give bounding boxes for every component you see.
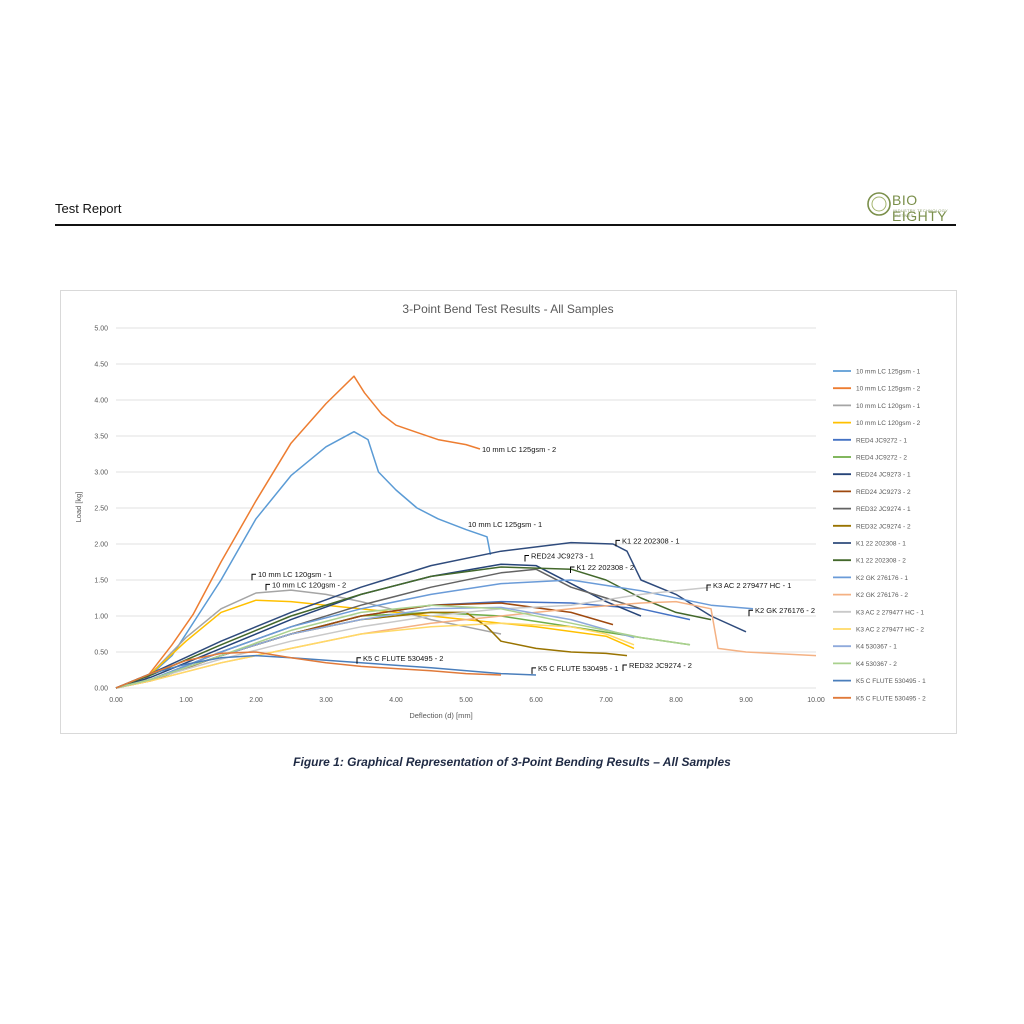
legend-entry: 10 mm LC 120gsm - 2 <box>856 420 921 427</box>
series-lines <box>115 375 817 689</box>
annotation-leader <box>265 583 270 591</box>
legend-entry: K4 530367 - 1 <box>856 644 897 651</box>
bend-test-chart: 3-Point Bend Test Results - All Samples … <box>74 302 926 720</box>
legend: 10 mm LC 125gsm - 1 10 mm LC 125gsm - 2 10… <box>833 369 926 702</box>
grid-lines <box>116 327 816 689</box>
legend-entry: RED32 JC9274 - 1 <box>856 506 911 513</box>
series-line <box>115 599 635 689</box>
x-tick-label: 6.00 <box>529 697 543 704</box>
series-line <box>115 579 754 689</box>
legend-entry: K3 AC 2 279477 HC - 1 <box>856 609 924 616</box>
annotation-label: 10 mm LC 125gsm - 1 <box>468 520 542 529</box>
logo-ring-icon <box>867 192 891 216</box>
y-tick-label: 0.50 <box>94 650 108 657</box>
x-axis-label: Deflection (d) [mm] <box>409 711 472 720</box>
series-line <box>115 604 691 689</box>
y-tick-label: 4.00 <box>94 398 108 405</box>
x-tick-label: 9.00 <box>739 697 753 704</box>
report-header: Test Report <box>55 196 956 226</box>
annotation-label: K1 22 202308 - 1 <box>622 536 680 545</box>
chart-title: 3-Point Bend Test Results - All Samples <box>402 302 613 316</box>
legend-entry: K5 C FLUTE 530495 - 1 <box>856 678 926 685</box>
annotations: 10 mm LC 125gsm - 2 10 mm LC 125gsm - 1 10… <box>251 445 815 674</box>
series-line <box>115 566 712 689</box>
annotation-label: K3 AC 2 279477 HC - 1 <box>713 581 791 590</box>
y-tick-label: 1.50 <box>94 578 108 585</box>
series-line <box>115 375 481 689</box>
legend-entry: K3 AC 2 279477 HC - 2 <box>856 627 924 634</box>
series-line <box>115 622 635 689</box>
series-line <box>115 654 537 689</box>
legend-entry: 10 mm LC 125gsm - 2 <box>856 386 921 393</box>
annotation-label: RED24 JC9273 - 1 <box>531 552 594 561</box>
annotation-label: K1 22 202308 - 2 <box>577 563 635 572</box>
annotation-leader <box>524 555 529 562</box>
annotation-leader <box>531 667 536 674</box>
axes: 0.00 0.50 1.00 1.50 2.00 2.50 3.00 3.50 4.00 4.50… <box>94 326 824 705</box>
y-tick-label: 1.00 <box>94 614 108 621</box>
company-logo: BIO EIGHTY INDUSTRY TECHNOLOGY PARTNER <box>866 191 956 224</box>
series-line <box>115 430 492 689</box>
y-axis-label: Load [kg] <box>74 492 83 523</box>
x-tick-label: 7.00 <box>599 697 613 704</box>
y-tick-label: 4.50 <box>94 362 108 369</box>
annotation-label: K5 C FLUTE 530495 - 1 <box>538 664 618 673</box>
legend-entry: RED24 JC9273 - 2 <box>856 489 911 496</box>
annotation-leader <box>622 664 627 671</box>
legend-entry: K2 GK 276176 - 1 <box>856 575 908 582</box>
report-title: Test Report <box>55 201 122 216</box>
legend-entry: K4 530367 - 2 <box>856 661 897 668</box>
annotation-label: 10 mm LC 120gsm - 2 <box>272 580 346 589</box>
annotation-leader <box>251 573 256 581</box>
series-line <box>115 589 502 689</box>
y-tick-label: 3.00 <box>94 470 108 477</box>
legend-entry: RED24 JC9273 - 1 <box>856 472 911 479</box>
annotation-label: K5 C FLUTE 530495 - 2 <box>363 654 443 663</box>
y-tick-label: 0.00 <box>94 686 108 693</box>
logo-subtext: INDUSTRY TECHNOLOGY PARTNER <box>893 208 948 218</box>
y-tick-label: 5.00 <box>94 326 108 333</box>
x-tick-label: 5.00 <box>459 697 473 704</box>
legend-entry: 10 mm LC 125gsm - 1 <box>856 369 921 376</box>
x-tick-label: 0.00 <box>109 697 123 704</box>
annotation-leader <box>615 539 620 547</box>
logo-text: BIO EIGHTY <box>892 192 948 224</box>
y-tick-label: 2.50 <box>94 506 108 513</box>
x-tick-label: 4.00 <box>389 697 403 704</box>
annotation-label: RED32 JC9274 - 2 <box>629 661 692 670</box>
x-tick-label: 1.00 <box>179 697 193 704</box>
figure-caption: Figure 1: Graphical Representation of 3-… <box>293 755 731 769</box>
chart-frame: 3-Point Bend Test Results - All Samples … <box>60 290 957 734</box>
annotation-leader <box>356 657 361 664</box>
y-tick-label: 2.00 <box>94 542 108 549</box>
series-line <box>115 586 712 689</box>
legend-entry: K5 C FLUTE 530495 - 2 <box>856 695 926 702</box>
x-tick-label: 2.00 <box>249 697 263 704</box>
x-tick-label: 3.00 <box>319 697 333 704</box>
legend-entry: RED4 JC9272 - 2 <box>856 455 907 462</box>
legend-entry: K1 22 202308 - 2 <box>856 558 906 565</box>
legend-entry: K2 GK 276176 - 2 <box>856 592 908 599</box>
annotation-label: 10 mm LC 125gsm - 2 <box>482 445 556 454</box>
series-line <box>115 651 502 689</box>
annotation-label: 10 mm LC 120gsm - 1 <box>258 570 332 579</box>
annotation-leader <box>706 584 711 592</box>
annotation-leader <box>570 566 575 574</box>
annotation-label: K2 GK 276176 - 2 <box>755 606 815 615</box>
legend-entry: RED4 JC9272 - 1 <box>856 437 907 444</box>
legend-entry: K1 22 202308 - 1 <box>856 541 906 548</box>
annotation-leader <box>748 609 753 617</box>
legend-entry: 10 mm LC 120gsm - 1 <box>856 403 921 410</box>
x-tick-label: 8.00 <box>669 697 683 704</box>
x-tick-label: 10.00 <box>807 697 825 704</box>
y-tick-label: 3.50 <box>94 434 108 441</box>
legend-entry: RED32 JC9274 - 2 <box>856 523 911 530</box>
header-rule <box>55 224 956 226</box>
